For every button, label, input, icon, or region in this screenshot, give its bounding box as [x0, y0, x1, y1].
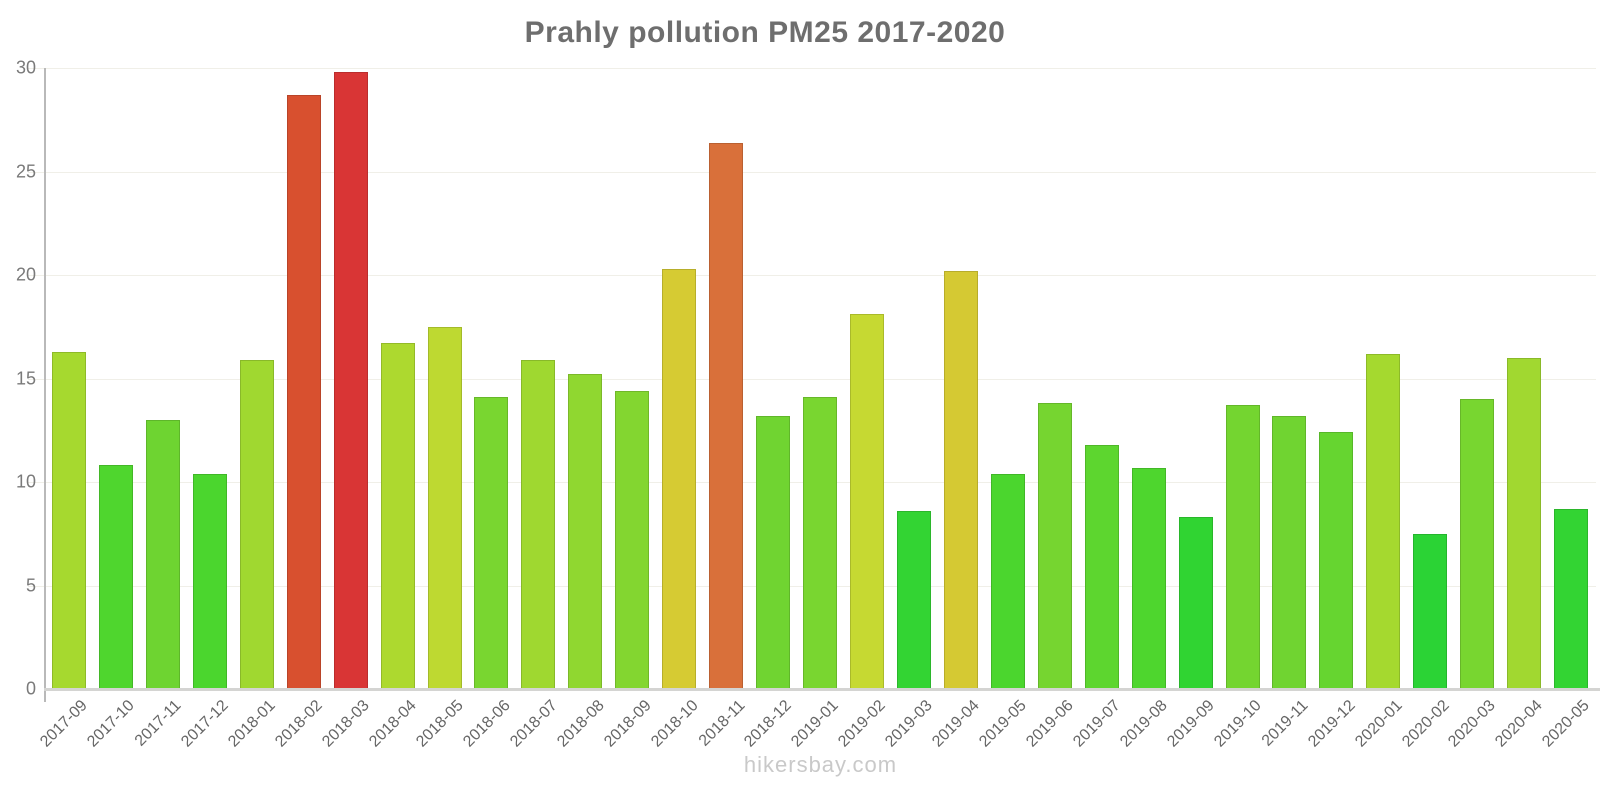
x-axis-label-2019-07: 2019-07: [1070, 697, 1124, 751]
x-axis-label-2018-10: 2018-10: [647, 697, 702, 751]
x-axis-label-2019-01: 2019-01: [788, 697, 843, 751]
x-axis-label-2018-12: 2018-12: [741, 697, 796, 751]
x-axis-label-2018-09: 2018-09: [600, 697, 655, 751]
y-axis-tick-15: [28, 378, 44, 380]
x-axis-label-2020-05: 2020-05: [1539, 697, 1594, 751]
watermark-text: hikersbay.com: [743, 752, 898, 777]
x-axis-label-2018-06: 2018-06: [459, 697, 514, 751]
bar-2018-03[interactable]: [333, 72, 368, 689]
x-axis-label-2018-05: 2018-05: [413, 697, 467, 751]
bar-2019-06[interactable]: [1037, 403, 1072, 689]
x-axis-label-2019-08: 2019-08: [1117, 697, 1171, 751]
x-axis-label-2019-05: 2019-05: [976, 697, 1030, 751]
y-axis-line: [44, 68, 46, 702]
x-axis-label-2019-10: 2019-10: [1210, 697, 1265, 751]
bar-2019-01[interactable]: [803, 397, 838, 689]
gridline-20: [44, 275, 1596, 276]
x-axis-label-2018-01: 2018-01: [225, 697, 279, 751]
y-axis-label-0: 0: [25, 678, 36, 699]
gridline-25: [44, 171, 1596, 173]
bar-2017-11[interactable]: [145, 419, 180, 689]
y-axis-tick-10: [28, 482, 44, 483]
x-axis-label-2018-11: 2018-11: [695, 697, 749, 750]
bar-2019-07[interactable]: [1084, 444, 1119, 689]
bar-2019-05[interactable]: [990, 473, 1025, 689]
bar-2019-08[interactable]: [1131, 467, 1166, 689]
bar-2019-09[interactable]: [1178, 517, 1213, 689]
x-axis-label-2018-07: 2018-07: [506, 697, 561, 751]
chart-title: Prahly pollution PM25 2017-2020: [524, 16, 1006, 49]
bar-2017-10[interactable]: [98, 465, 133, 689]
bar-2018-08[interactable]: [568, 374, 603, 689]
x-axis-label-2018-04: 2018-04: [366, 697, 420, 751]
bar-2018-01[interactable]: [239, 359, 274, 689]
bar-2019-12[interactable]: [1319, 432, 1354, 689]
bar-2018-07[interactable]: [521, 359, 556, 689]
bar-2018-04[interactable]: [380, 343, 415, 689]
x-axis-label-2020-01: 2020-01: [1351, 697, 1406, 751]
x-axis-label-2019-06: 2019-06: [1023, 697, 1077, 751]
y-axis-tick-20: [28, 275, 44, 276]
bar-2019-03[interactable]: [896, 510, 931, 689]
x-axis-label-2017-10: 2017-10: [84, 697, 138, 751]
y-axis-label-30: 30: [15, 57, 36, 78]
y-axis-label-5: 5: [25, 575, 36, 595]
y-axis-label-15: 15: [15, 368, 36, 388]
bar-2017-12[interactable]: [192, 473, 227, 689]
bar-2018-12[interactable]: [756, 415, 791, 689]
x-axis-label-2019-12: 2019-12: [1304, 697, 1359, 751]
bar-2020-02[interactable]: [1413, 533, 1448, 689]
x-axis-label-2018-02: 2018-02: [272, 697, 326, 751]
x-axis-label-2017-09: 2017-09: [37, 697, 92, 751]
bar-2019-02[interactable]: [849, 314, 884, 689]
bar-2019-10[interactable]: [1225, 405, 1260, 689]
x-axis-label-2020-03: 2020-03: [1445, 697, 1500, 751]
bar-2020-05[interactable]: [1554, 508, 1589, 689]
x-axis-label-2017-11: 2017-11: [132, 697, 185, 750]
x-axis-label-2020-04: 2020-04: [1492, 697, 1547, 751]
y-axis-tick-5: [28, 585, 44, 587]
bar-2018-09[interactable]: [615, 390, 650, 689]
bar-2018-11[interactable]: [709, 142, 744, 689]
y-axis-tick-30: [28, 68, 44, 69]
gridline-30: [44, 68, 1596, 69]
x-axis-line: [44, 688, 1600, 691]
x-axis-label-2020-02: 2020-02: [1398, 697, 1453, 751]
bar-2018-05[interactable]: [427, 326, 462, 689]
x-axis-label-2019-09: 2019-09: [1164, 697, 1218, 751]
x-axis-label-2018-08: 2018-08: [553, 697, 608, 751]
bar-2018-10[interactable]: [662, 268, 697, 689]
x-axis-label-2019-02: 2019-02: [835, 697, 890, 751]
x-axis-label-2017-12: 2017-12: [178, 697, 232, 751]
bar-2019-04[interactable]: [943, 270, 978, 689]
y-axis-label-25: 25: [15, 161, 36, 181]
x-axis-label-2019-11: 2019-11: [1258, 697, 1312, 750]
bar-2018-02[interactable]: [286, 94, 321, 689]
y-axis-label-10: 10: [15, 471, 36, 492]
y-axis-tick-25: [28, 171, 44, 173]
bar-2020-03[interactable]: [1460, 399, 1495, 689]
bar-2020-04[interactable]: [1507, 357, 1542, 689]
x-axis-label-2019-03: 2019-03: [882, 697, 936, 751]
x-axis-label-2019-04: 2019-04: [929, 697, 983, 751]
bar-2020-01[interactable]: [1366, 353, 1401, 689]
bar-2017-09[interactable]: [52, 351, 86, 689]
bar-2018-06[interactable]: [474, 397, 509, 689]
gridline-15: [44, 378, 1596, 380]
y-axis-label-20: 20: [15, 264, 36, 285]
bar-2019-11[interactable]: [1272, 415, 1307, 689]
x-axis-label-2018-03: 2018-03: [319, 697, 373, 751]
